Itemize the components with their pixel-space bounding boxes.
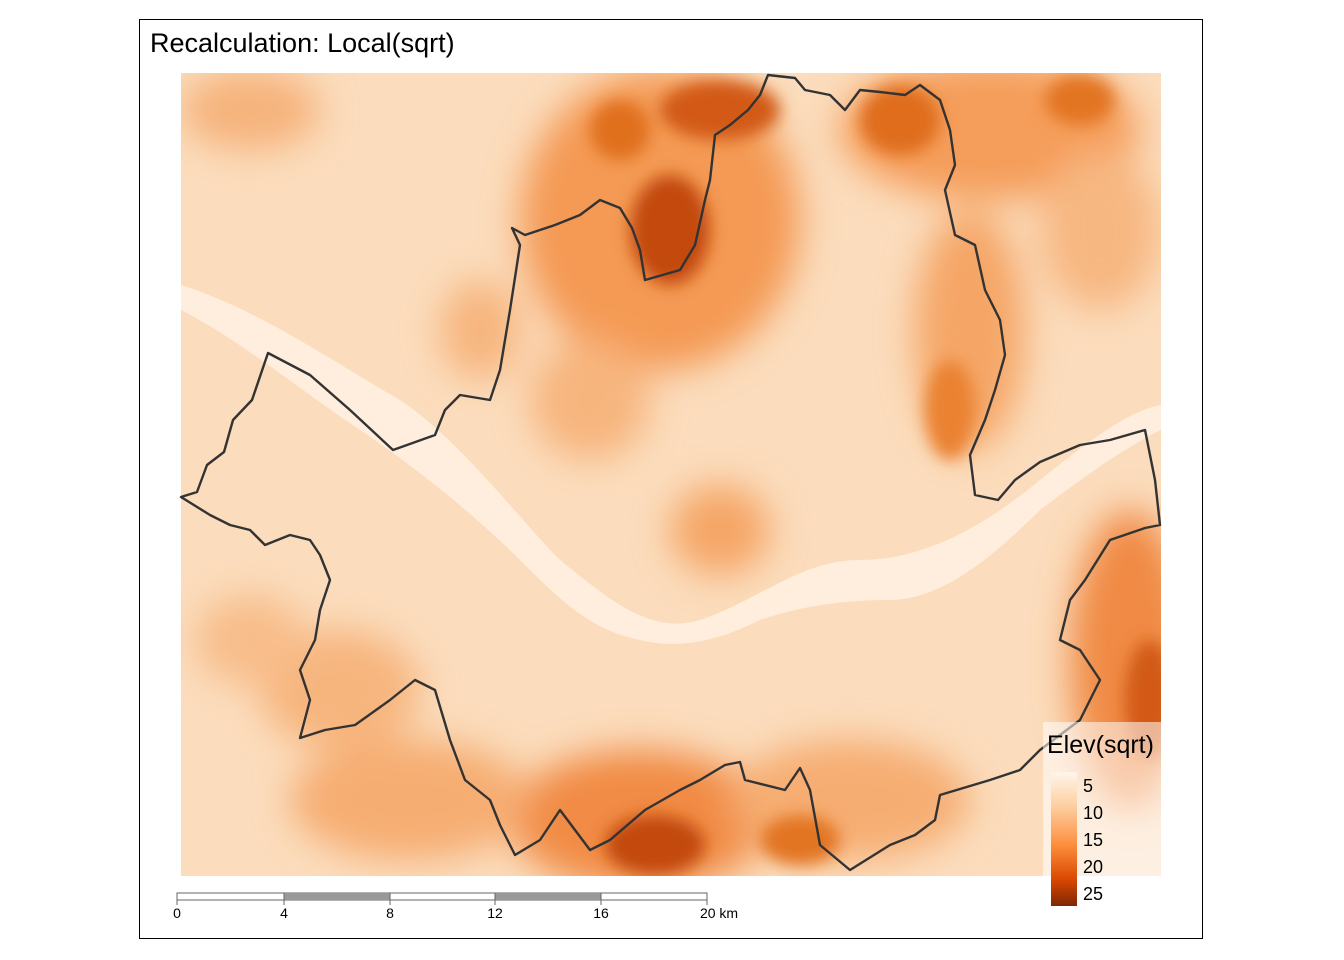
scale-tick-label: 4 <box>280 905 288 921</box>
seoul-boundary <box>179 73 1162 872</box>
scale-tick-label: 16 <box>593 905 609 921</box>
scale-tick-label: 8 <box>386 905 394 921</box>
legend-label: 15 <box>1083 830 1104 850</box>
scale-tick-label: 12 <box>487 905 503 921</box>
legend-label: 10 <box>1083 803 1104 823</box>
legend-label: 5 <box>1083 776 1094 796</box>
scale-tick-label: 0 <box>173 905 181 921</box>
scale-tick-label: 20 km <box>699 905 739 921</box>
elevation-raster <box>181 73 1161 876</box>
scale-bar <box>176 892 708 905</box>
legend-label: 20 <box>1083 857 1104 877</box>
legend-title: Elev(sqrt) <box>1047 731 1154 759</box>
map-title: Recalculation: Local(sqrt) <box>150 28 455 58</box>
legend-label: 25 <box>1083 884 1104 904</box>
legend-color-ramp <box>1051 772 1077 906</box>
